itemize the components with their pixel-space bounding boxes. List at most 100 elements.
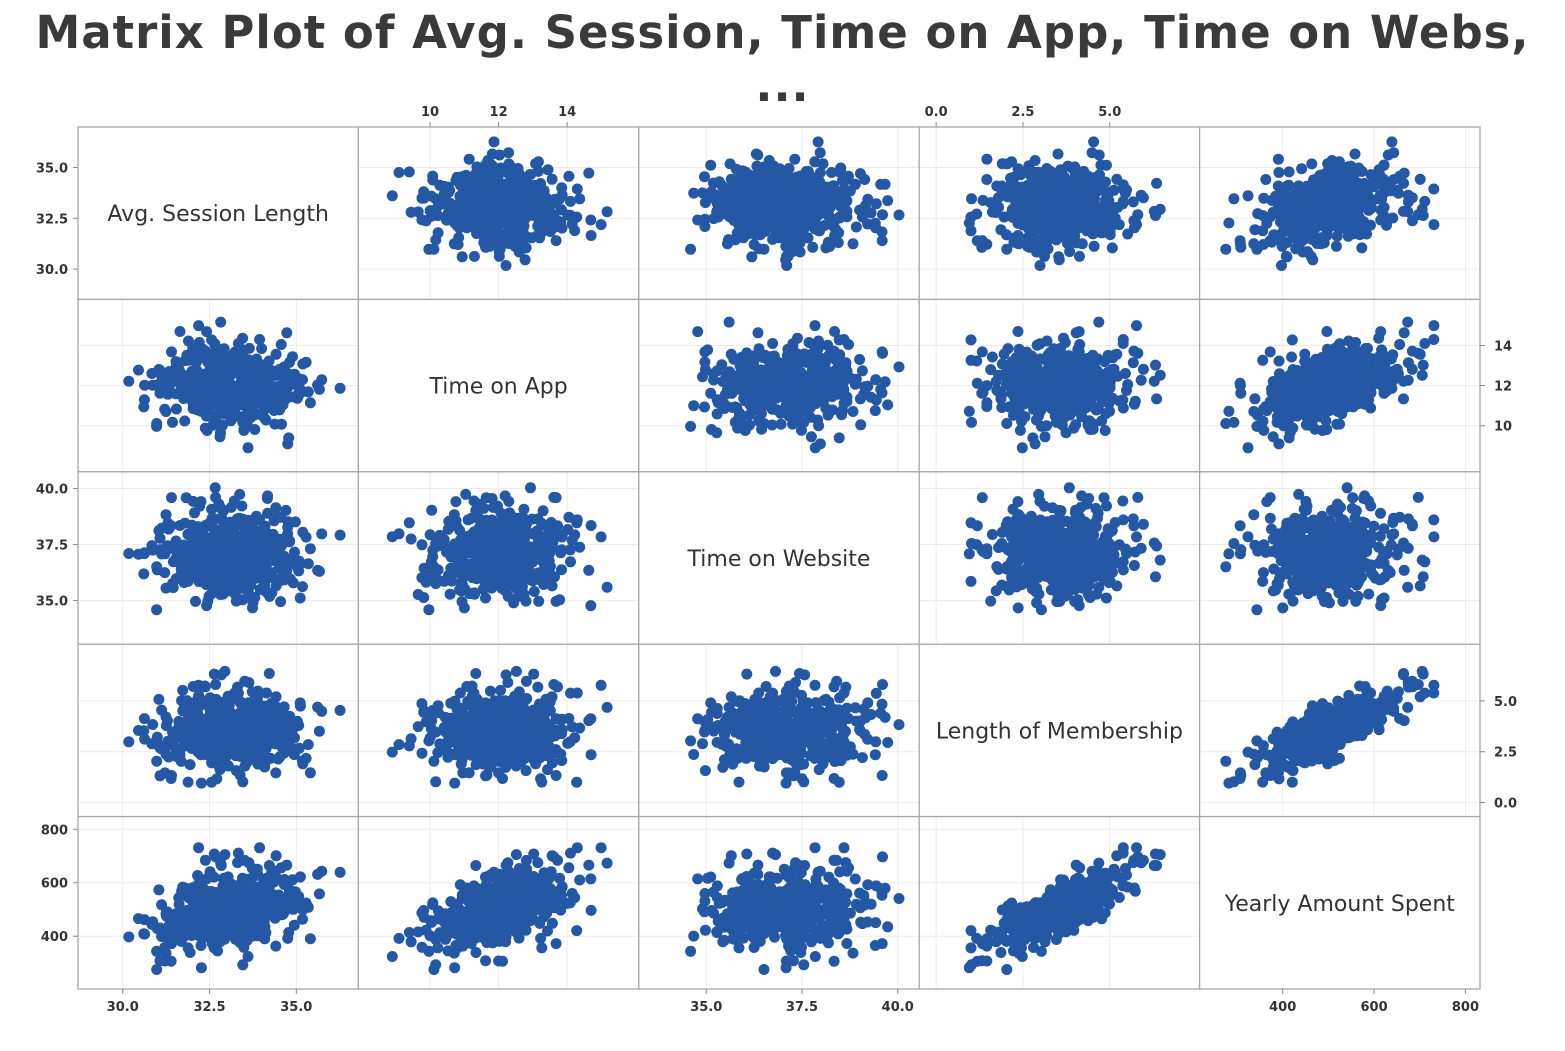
data-point bbox=[847, 406, 859, 417]
data-point bbox=[685, 420, 697, 432]
data-point bbox=[1022, 193, 1034, 205]
data-point bbox=[486, 197, 498, 208]
data-point bbox=[245, 385, 257, 397]
data-point bbox=[207, 397, 219, 409]
data-point bbox=[217, 575, 229, 587]
cell-frame bbox=[357, 298, 640, 473]
data-point bbox=[247, 602, 258, 614]
data-point bbox=[971, 235, 983, 247]
data-point bbox=[1394, 339, 1406, 350]
data-point bbox=[312, 564, 324, 576]
data-point bbox=[214, 529, 226, 540]
data-point bbox=[238, 562, 250, 574]
data-point bbox=[199, 531, 211, 543]
data-point bbox=[456, 251, 468, 263]
data-point bbox=[183, 529, 194, 541]
data-point bbox=[190, 595, 201, 607]
data-point bbox=[1006, 356, 1018, 367]
data-point bbox=[1290, 232, 1302, 244]
data-point bbox=[1280, 199, 1291, 211]
data-point bbox=[585, 230, 597, 241]
data-point bbox=[1039, 431, 1051, 443]
data-point bbox=[1281, 237, 1293, 249]
data-point bbox=[976, 387, 988, 399]
data-point bbox=[1095, 181, 1107, 193]
data-point bbox=[502, 213, 514, 225]
data-point bbox=[1047, 174, 1058, 185]
data-point bbox=[1286, 334, 1298, 346]
data-point bbox=[809, 190, 821, 202]
data-point bbox=[719, 389, 731, 401]
data-point bbox=[893, 361, 905, 373]
data-point bbox=[151, 604, 163, 616]
data-point bbox=[1047, 360, 1059, 372]
data-point bbox=[564, 209, 576, 221]
data-point bbox=[1267, 207, 1279, 218]
data-point bbox=[1331, 418, 1343, 430]
data-point bbox=[1338, 183, 1350, 195]
data-point bbox=[876, 226, 888, 238]
data-point bbox=[254, 583, 266, 595]
data-point bbox=[1001, 243, 1013, 255]
data-point bbox=[795, 201, 807, 213]
data-point bbox=[966, 193, 977, 205]
data-point bbox=[432, 227, 444, 239]
data-point bbox=[203, 374, 215, 386]
data-point bbox=[1093, 316, 1105, 328]
data-point bbox=[476, 194, 488, 206]
data-point bbox=[1331, 194, 1343, 206]
data-point bbox=[699, 171, 710, 183]
data-point bbox=[304, 543, 316, 555]
data-point bbox=[752, 167, 764, 179]
data-point bbox=[1273, 167, 1285, 178]
data-point bbox=[294, 592, 306, 604]
data-point bbox=[1052, 213, 1064, 225]
data-point bbox=[736, 187, 747, 199]
data-point bbox=[1322, 358, 1334, 370]
data-point bbox=[775, 230, 787, 242]
data-point bbox=[1326, 160, 1338, 172]
data-point bbox=[817, 158, 829, 170]
data-point bbox=[223, 367, 235, 379]
data-point bbox=[1338, 379, 1350, 391]
data-point bbox=[1242, 442, 1254, 454]
data-point bbox=[1062, 380, 1074, 392]
data-point bbox=[228, 402, 240, 414]
data-point bbox=[759, 203, 771, 215]
data-point bbox=[1074, 250, 1085, 262]
data-point bbox=[1223, 405, 1235, 417]
data-point bbox=[787, 338, 799, 350]
data-point bbox=[716, 359, 728, 371]
data-point bbox=[1398, 205, 1409, 217]
data-point bbox=[767, 338, 779, 349]
data-point bbox=[281, 564, 293, 576]
data-point bbox=[1127, 196, 1139, 208]
data-point bbox=[1257, 239, 1269, 250]
data-point bbox=[858, 206, 870, 217]
data-point bbox=[268, 572, 280, 584]
data-point bbox=[246, 574, 258, 586]
data-point bbox=[138, 568, 150, 580]
data-point bbox=[1356, 242, 1368, 254]
data-point bbox=[1417, 359, 1429, 371]
data-point bbox=[1053, 251, 1065, 263]
data-point bbox=[828, 180, 839, 192]
data-point bbox=[1106, 242, 1118, 254]
data-point bbox=[827, 404, 839, 416]
data-point bbox=[692, 326, 704, 338]
data-point bbox=[1228, 193, 1240, 205]
data-point bbox=[723, 316, 735, 328]
data-point bbox=[1273, 438, 1285, 450]
matrix-cells bbox=[77, 126, 1481, 990]
data-point bbox=[1285, 389, 1296, 401]
data-point bbox=[990, 376, 1002, 387]
data-point bbox=[1052, 148, 1064, 160]
data-point bbox=[998, 348, 1010, 360]
data-point bbox=[530, 158, 542, 170]
data-point bbox=[238, 423, 250, 435]
data-point bbox=[237, 344, 248, 356]
data-point bbox=[813, 420, 825, 432]
data-point bbox=[1306, 158, 1318, 170]
data-point bbox=[1301, 232, 1313, 244]
data-point bbox=[1030, 389, 1042, 401]
